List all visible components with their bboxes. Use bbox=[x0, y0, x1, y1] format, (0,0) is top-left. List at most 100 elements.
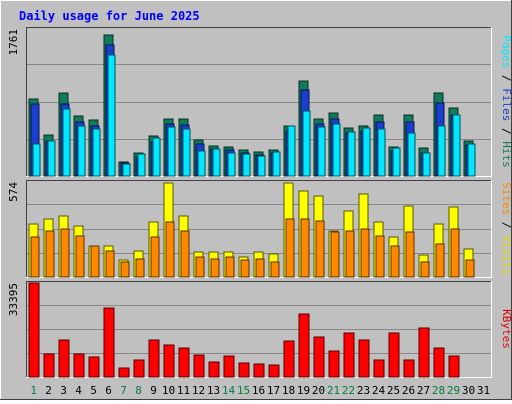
bar-sites-day-22 bbox=[345, 230, 355, 278]
day-label: 8 bbox=[135, 384, 142, 397]
bar-pages-day-6 bbox=[107, 54, 116, 177]
bar-pages-day-3 bbox=[62, 108, 71, 177]
day-label: 17 bbox=[267, 384, 280, 397]
bar-pages-day-26 bbox=[407, 132, 416, 177]
bar-kbytes-day-19 bbox=[298, 313, 310, 378]
bar-kbytes-day-3 bbox=[58, 339, 70, 378]
bar-sites-day-20 bbox=[315, 220, 325, 278]
bar-kbytes-day-5 bbox=[88, 356, 100, 378]
bar-pages-day-17 bbox=[272, 151, 281, 177]
legend-part: Pages bbox=[500, 35, 512, 68]
day-label: 26 bbox=[402, 384, 415, 397]
day-label: 18 bbox=[282, 384, 295, 397]
bar-kbytes-day-4 bbox=[73, 353, 85, 378]
day-label: 29 bbox=[447, 384, 460, 397]
day-label: 23 bbox=[357, 384, 370, 397]
bar-pages-day-12 bbox=[197, 150, 206, 177]
bar-sites-day-29 bbox=[450, 228, 460, 278]
bar-sites-day-13 bbox=[210, 258, 220, 278]
bar-kbytes-day-15 bbox=[238, 362, 250, 378]
series-pages bbox=[32, 54, 476, 177]
bar-kbytes-day-26 bbox=[403, 359, 415, 378]
bar-sites-day-27 bbox=[420, 261, 430, 278]
bar-kbytes-day-13 bbox=[208, 361, 220, 378]
bar-kbytes-day-27 bbox=[418, 327, 430, 378]
bar-sites-day-12 bbox=[195, 256, 205, 278]
bar-sites-day-19 bbox=[300, 218, 310, 278]
bar-sites-day-17 bbox=[270, 261, 280, 278]
bar-pages-day-18 bbox=[287, 125, 296, 177]
bar-kbytes-day-25 bbox=[388, 332, 400, 378]
day-label: 25 bbox=[387, 384, 400, 397]
day-label: 22 bbox=[342, 384, 355, 397]
panels-layer: 1761 Pages / Files / Hits 574 Sites / Visit… bbox=[7, 27, 512, 378]
bar-sites-day-1 bbox=[30, 236, 40, 278]
bar-sites-day-26 bbox=[405, 231, 415, 278]
day-label: 16 bbox=[252, 384, 265, 397]
panel-mid-max-label: 574 bbox=[7, 182, 20, 202]
bar-sites-day-23 bbox=[360, 228, 370, 278]
day-label: 13 bbox=[207, 384, 220, 397]
series-sites bbox=[30, 218, 475, 278]
bar-kbytes-day-12 bbox=[193, 354, 205, 378]
bar-pages-day-1 bbox=[32, 143, 41, 177]
day-label: 19 bbox=[297, 384, 310, 397]
panel-mid-legend: Sites / Visits bbox=[500, 182, 512, 275]
bar-kbytes-day-29 bbox=[448, 355, 460, 378]
bar-pages-day-7 bbox=[122, 163, 131, 177]
bar-kbytes-day-9 bbox=[148, 339, 160, 378]
bar-kbytes-day-11 bbox=[178, 347, 190, 378]
day-label: 14 bbox=[222, 384, 236, 397]
bar-sites-day-24 bbox=[375, 235, 385, 278]
day-labels: 1 2 3 4 5 6 7 8 9 10 11 12 13 14 15 16 17 18 19 20 21 22 23 24 2… bbox=[30, 384, 490, 397]
day-label: 11 bbox=[177, 384, 190, 397]
panel-bottom-max-label: 33395 bbox=[7, 283, 20, 316]
bar-sites-day-4 bbox=[75, 235, 85, 278]
bar-pages-day-19 bbox=[302, 110, 311, 177]
bar-sites-day-7 bbox=[120, 261, 130, 278]
legend-part: Files bbox=[500, 88, 512, 121]
bar-pages-day-14 bbox=[227, 152, 236, 177]
bar-sites-day-14 bbox=[225, 256, 235, 278]
bar-pages-day-9 bbox=[152, 137, 161, 177]
legend-part: / bbox=[500, 121, 512, 141]
bar-sites-day-28 bbox=[435, 243, 445, 278]
legend-part: Visits bbox=[500, 235, 512, 275]
bar-pages-day-20 bbox=[317, 126, 326, 177]
day-label: 6 bbox=[105, 384, 112, 397]
bar-sites-day-25 bbox=[390, 245, 400, 278]
bar-kbytes-day-6 bbox=[103, 307, 115, 378]
bar-pages-day-11 bbox=[182, 128, 191, 177]
bar-sites-day-5 bbox=[90, 245, 100, 278]
bar-pages-day-2 bbox=[47, 140, 56, 177]
bar-kbytes-day-23 bbox=[358, 339, 370, 378]
bar-pages-day-22 bbox=[347, 131, 356, 177]
bar-pages-day-15 bbox=[242, 153, 251, 177]
panel-mid: 574 Sites / Visits bbox=[7, 180, 512, 278]
bar-sites-day-21 bbox=[330, 231, 340, 278]
legend-part: Hits bbox=[500, 141, 512, 168]
day-label: 10 bbox=[162, 384, 175, 397]
panel-top-legend: Pages / Files / Hits bbox=[500, 35, 512, 168]
bar-pages-day-24 bbox=[377, 128, 386, 177]
panel-top-max-label: 1761 bbox=[7, 29, 20, 56]
panel-bottom: 33395 KBytes bbox=[7, 281, 512, 378]
bar-sites-day-11 bbox=[180, 230, 190, 278]
legend-part: / bbox=[500, 68, 512, 88]
day-label: 12 bbox=[192, 384, 205, 397]
bar-kbytes-day-8 bbox=[133, 359, 145, 378]
bar-kbytes-day-21 bbox=[328, 350, 340, 378]
bar-pages-day-16 bbox=[257, 155, 266, 177]
day-label: 24 bbox=[372, 384, 386, 397]
bar-kbytes-day-20 bbox=[313, 336, 325, 378]
bar-pages-day-25 bbox=[392, 147, 401, 177]
bar-pages-day-29 bbox=[452, 114, 461, 177]
bar-pages-day-13 bbox=[212, 148, 221, 177]
day-label: 20 bbox=[312, 384, 325, 397]
day-label: 21 bbox=[327, 384, 340, 397]
bar-kbytes-day-22 bbox=[343, 332, 355, 378]
day-label: 15 bbox=[237, 384, 250, 397]
day-label: 27 bbox=[417, 384, 430, 397]
